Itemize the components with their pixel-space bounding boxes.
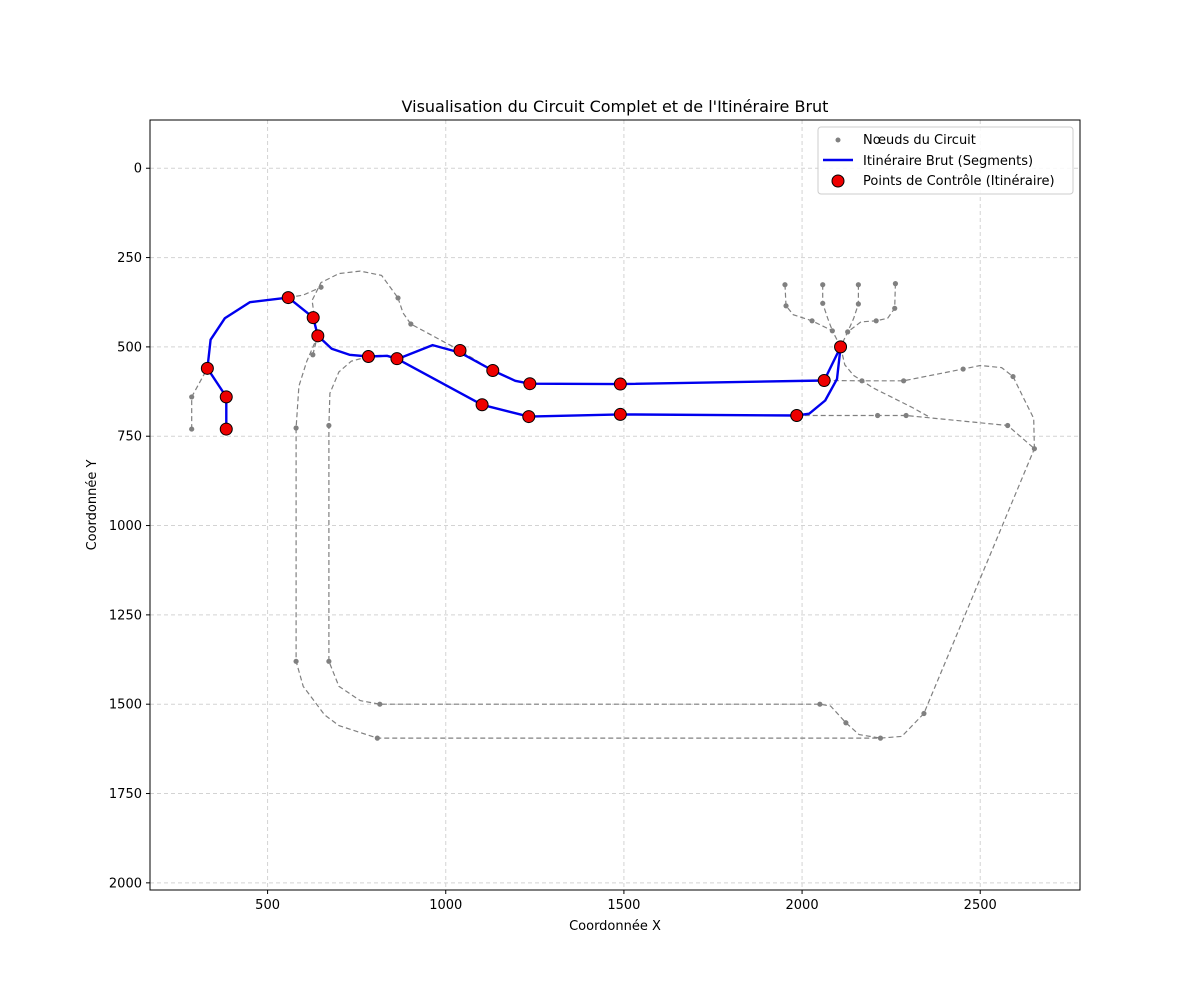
circuit-node [783,303,789,309]
circuit-edge [880,448,1035,739]
circuit-node [892,305,898,311]
circuit-node [1010,373,1016,380]
circuit-node [921,710,927,717]
legend-label-route: Itinéraire Brut (Segments) [863,154,1033,169]
x-tick-label: 2500 [964,898,997,913]
circuit-edge [288,286,322,299]
checkpoint-marker [817,373,831,387]
circuit-node [820,282,826,288]
x-axis-label: Coordonnée X [569,919,661,934]
circuit-node [873,318,879,324]
circuit-node [845,329,851,335]
checkpoint-marker [390,352,404,366]
circuit-edge [847,283,896,333]
circuit-node [377,701,383,707]
checkpoint-marker [613,407,627,421]
y-tick-label: 1000 [109,519,142,534]
circuit-node [782,282,788,288]
checkpoint-marker [486,363,500,377]
legend-node-marker [835,137,841,143]
checkpoint-marker [613,377,627,391]
plot-frame [149,119,1081,891]
circuit-node [293,425,299,431]
y-tick-label: 1250 [109,608,142,623]
checkpoint-marker [522,410,536,424]
checkpoint-marker [219,422,233,436]
checkpoint-marker [219,390,233,404]
checkpoint-marker [475,398,489,412]
circuit-edge [328,355,881,739]
x-tick-label: 2000 [786,898,819,913]
x-tick-label: 1500 [607,898,640,913]
legend-label-nodes: Nœuds du Circuit [863,133,976,148]
circuit-node [326,422,332,429]
circuit-edge [824,364,1035,449]
circuit-node [293,658,299,664]
circuit-node [877,735,884,741]
checkpoint-marker [790,408,804,422]
checkpoint-marker [200,361,214,375]
circuit-node [843,720,849,726]
y-tick-label: 0 [134,162,142,177]
circuit-node [395,295,401,301]
circuit-node [960,366,966,372]
checkpoint-marker [834,340,848,354]
circuit-node [859,378,865,384]
legend-label-checkpoints: Points de Contrôle (Itinéraire) [863,174,1055,189]
checkpoint-marker [523,377,537,391]
circuit-node [318,284,324,290]
checkpoint-marker [281,291,295,305]
circuit-node [809,318,815,324]
circuit-node [820,300,826,306]
checkpoint-marker [311,329,325,343]
checkpoints [200,291,848,436]
circuit-node [1005,422,1011,429]
circuit-node [817,701,823,707]
circuit-edge [822,284,833,332]
legend-checkpoint-marker [831,174,845,188]
y-axis-ticks: 0 250 500 750 1000 1250 1500 1750 2000 [109,162,150,891]
grid [150,120,1080,890]
circuit-node [326,658,332,664]
circuit-node [855,282,861,288]
circuit-edge [840,346,929,418]
circuit-edge [784,284,842,348]
y-tick-label: 2000 [109,876,142,891]
y-tick-label: 1750 [109,787,142,802]
circuit-nodes [189,281,1037,741]
circuit-node [310,352,316,358]
legend: Nœuds du Circuit Itinéraire Brut (Segmen… [817,126,1074,195]
circuit-node [892,281,899,287]
y-tick-label: 750 [117,430,142,445]
circuit-node [829,328,835,334]
circuit-node [1031,446,1037,452]
checkpoint-marker [361,350,375,364]
x-axis-ticks: 500 1000 1500 2000 2500 [255,890,997,913]
y-tick-label: 250 [117,251,142,266]
circuit-node [408,321,414,327]
checkpoint-marker [306,311,320,325]
checkpoint-marker [453,343,467,357]
circuit-edge [295,335,881,739]
legend-box [817,126,1074,195]
x-tick-label: 500 [255,898,280,913]
circuit-node [875,412,881,419]
y-axis-label: Coordonnée Y [85,460,100,551]
x-tick-label: 1000 [429,898,462,913]
circuit-edge [397,297,494,372]
circuit-edge [840,284,860,348]
circuit-node [189,394,195,400]
circuit-node [903,412,909,419]
chart-title: Visualisation du Circuit Complet et de l… [402,97,829,116]
circuit-node [189,426,195,432]
circuit-node [374,735,380,741]
y-tick-label: 500 [117,340,142,355]
circuit-node [855,301,861,307]
y-tick-label: 1500 [109,698,142,713]
circuit-node [901,378,907,384]
